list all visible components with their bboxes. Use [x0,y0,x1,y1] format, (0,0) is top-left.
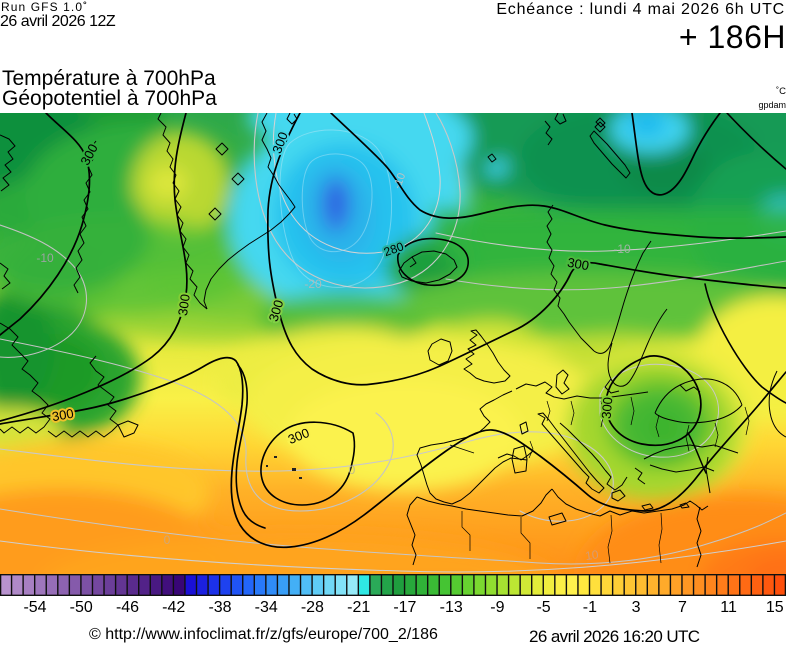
svg-text:300: 300 [566,255,590,274]
svg-text:0: 0 [164,533,171,547]
svg-text:-20: -20 [304,277,322,291]
svg-text:0: 0 [349,463,356,477]
svg-text:300: 300 [51,406,75,425]
svg-text:-10: -10 [392,171,409,190]
svg-text:-10: -10 [613,242,631,256]
svg-text:300: 300 [175,293,193,317]
svg-text:-10: -10 [36,251,54,265]
svg-text:300: 300 [599,396,616,419]
svg-text:10: 10 [584,547,599,563]
